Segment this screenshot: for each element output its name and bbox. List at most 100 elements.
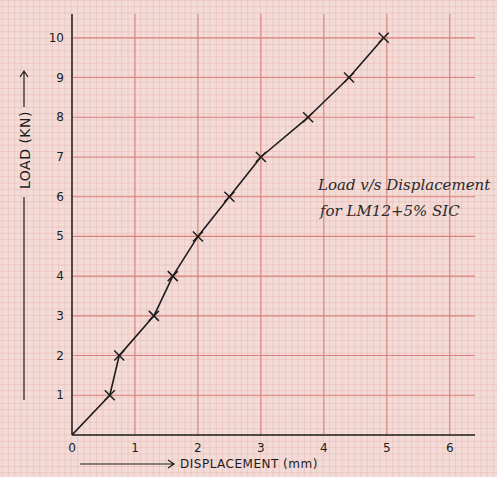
data-line [72,38,384,435]
paper-line [487,0,488,477]
paper-line [0,94,497,95]
paper-line [468,0,469,477]
paper-line [109,0,110,477]
paper-line [0,69,497,70]
paper-line [461,0,462,477]
paper-line [2,0,3,477]
marker [224,192,234,202]
paper-line [0,145,497,146]
tick-label: 2 [194,441,202,455]
paper-line [329,0,330,477]
paper-line [77,0,78,477]
paper-line [247,0,248,477]
graph-paper [0,0,497,477]
grid-line [71,14,72,435]
paper-line [0,227,497,228]
grid-line [72,276,475,277]
paper-line [380,0,381,477]
paper-line [0,113,497,114]
paper-line [455,0,456,477]
paper-line [0,409,497,410]
grid-line [72,37,475,38]
paper-line [0,416,497,417]
paper-line [228,0,229,477]
paper-line [424,0,425,477]
paper-line [222,0,223,477]
paper-line [65,0,66,477]
paper-line [0,63,497,64]
paper-line [0,422,497,423]
paper-line [0,120,497,121]
paper-line [216,0,217,477]
paper-line [0,327,497,328]
paper-line [0,397,497,398]
paper-line [0,353,497,354]
paper-line [71,0,72,477]
paper-line [405,0,406,477]
paper-line [0,44,497,45]
annotation: for LM12+5% SIC [319,202,460,220]
paper-line [8,0,9,477]
marker [303,112,313,122]
tick-label: 4 [56,269,64,283]
paper-line [373,0,374,477]
grid-line [72,355,475,356]
paper-line [0,151,497,152]
paper-line [436,0,437,477]
tick-label: 8 [56,110,64,124]
paper-line [0,403,497,404]
plot-area [72,33,389,435]
paper-line [0,271,497,272]
chart: 012345612345678910DISPLACEMENT (mm)LOAD … [0,0,497,477]
tick-label: 6 [446,441,454,455]
paper-line [0,390,497,391]
paper-line [159,0,160,477]
paper-line [0,31,497,32]
paper-line [0,283,497,284]
paper-line [0,82,497,83]
paper-line [184,0,185,477]
paper-line [254,0,255,477]
paper-line [0,0,497,1]
tick-label: 3 [56,309,64,323]
paper-line [33,0,34,477]
grid-line [72,196,475,197]
paper-line [153,0,154,477]
paper-line [102,0,103,477]
marker [379,33,389,43]
paper-line [304,0,305,477]
x-axis-title: DISPLACEMENT (mm) [180,457,318,471]
paper-line [480,0,481,477]
paper-line [46,0,47,477]
paper-line [203,0,204,477]
paper-line [417,0,418,477]
paper-line [0,57,497,58]
paper-line [20,0,21,477]
tick-label: 10 [49,31,64,45]
tick-label: 1 [56,388,64,402]
paper-line [285,0,286,477]
paper-line [0,277,497,278]
paper-line [0,302,497,303]
paper-line [272,0,273,477]
paper-line [27,0,28,477]
tick-label: 3 [257,441,265,455]
y-arrow [20,71,28,400]
paper-line [134,0,135,477]
paper-line [342,0,343,477]
paper-line [430,0,431,477]
tick-label: 9 [56,71,64,85]
paper-line [0,101,497,102]
paper-line [0,132,497,133]
paper-line [178,0,179,477]
x-axis [72,434,475,435]
tick-label: 2 [56,349,64,363]
tick-label: 5 [56,229,64,243]
paper-line [0,107,497,108]
paper-line [0,126,497,127]
paper-line [443,0,444,477]
y-axis [71,14,72,435]
x-arrow [80,460,174,468]
paper-line [0,365,497,366]
paper-line [0,346,497,347]
